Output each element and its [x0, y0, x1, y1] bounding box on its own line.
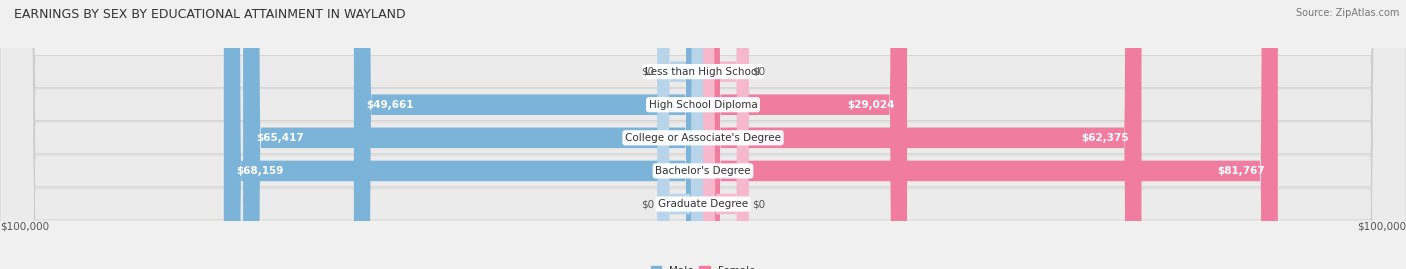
Text: $81,767: $81,767 [1218, 166, 1265, 176]
FancyBboxPatch shape [224, 0, 703, 269]
Text: Less than High School: Less than High School [645, 67, 761, 77]
Text: $0: $0 [641, 67, 654, 77]
FancyBboxPatch shape [703, 0, 749, 269]
Text: College or Associate's Degree: College or Associate's Degree [626, 133, 780, 143]
Text: $68,159: $68,159 [236, 166, 284, 176]
Text: $0: $0 [641, 199, 654, 209]
FancyBboxPatch shape [657, 0, 703, 269]
Text: $100,000: $100,000 [0, 221, 49, 231]
Text: $65,417: $65,417 [256, 133, 304, 143]
FancyBboxPatch shape [703, 0, 749, 269]
FancyBboxPatch shape [243, 0, 703, 269]
Text: High School Diploma: High School Diploma [648, 100, 758, 110]
Text: $62,375: $62,375 [1081, 133, 1129, 143]
Text: $49,661: $49,661 [367, 100, 413, 110]
Text: $0: $0 [752, 199, 765, 209]
Text: Bachelor's Degree: Bachelor's Degree [655, 166, 751, 176]
Text: $100,000: $100,000 [1357, 221, 1406, 231]
FancyBboxPatch shape [703, 0, 907, 269]
Text: $29,024: $29,024 [846, 100, 894, 110]
Text: EARNINGS BY SEX BY EDUCATIONAL ATTAINMENT IN WAYLAND: EARNINGS BY SEX BY EDUCATIONAL ATTAINMEN… [14, 8, 406, 21]
FancyBboxPatch shape [354, 0, 703, 269]
FancyBboxPatch shape [703, 0, 1142, 269]
Text: Graduate Degree: Graduate Degree [658, 199, 748, 209]
Legend: Male, Female: Male, Female [651, 266, 755, 269]
Text: Source: ZipAtlas.com: Source: ZipAtlas.com [1295, 8, 1399, 18]
Text: $0: $0 [752, 67, 765, 77]
FancyBboxPatch shape [703, 0, 1278, 269]
FancyBboxPatch shape [657, 0, 703, 269]
